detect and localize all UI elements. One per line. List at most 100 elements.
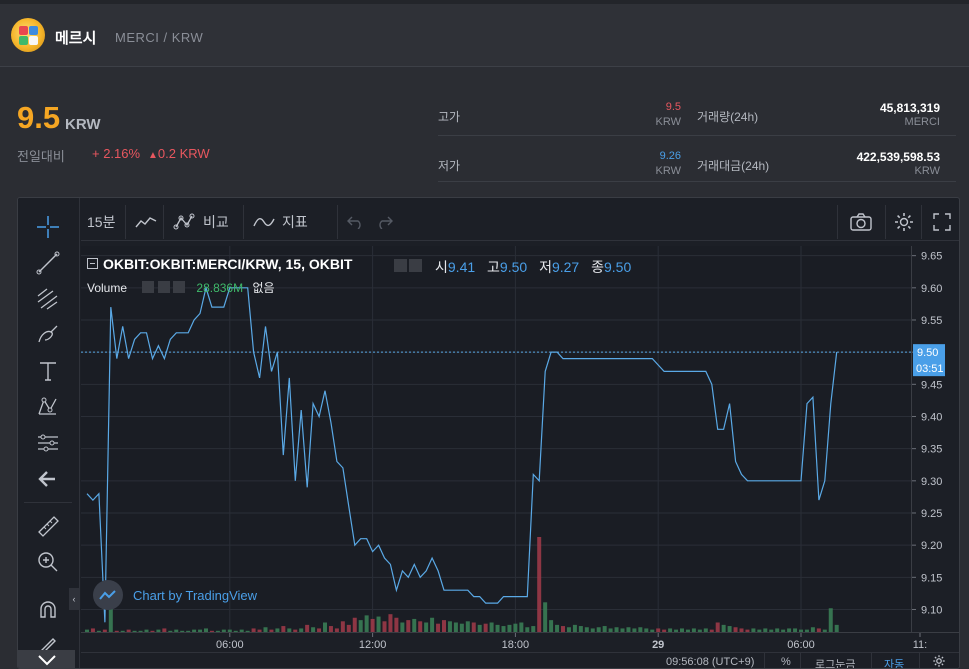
magnet-tool-icon[interactable] (33, 596, 63, 624)
volume-bar (459, 623, 464, 632)
volume-bar (85, 629, 89, 632)
amount-label: 거래대금(24h) (697, 159, 770, 173)
low-value: 9.26 (659, 150, 681, 162)
volume-bar (323, 622, 327, 632)
time-tick-label: 11: (913, 639, 927, 651)
indicators-button[interactable]: 지표 (253, 203, 308, 241)
price-line (86, 285, 838, 623)
price-tick-label: 9.10 (921, 604, 942, 616)
redo-icon[interactable] (375, 203, 393, 241)
volume-bar (340, 621, 345, 632)
volume-bar (650, 629, 655, 632)
last-price-tag-label: 9.50 (917, 347, 938, 359)
auto-scale-toggle[interactable]: 자동 (884, 659, 905, 669)
volume-bar (430, 617, 435, 632)
volume-eye-icon[interactable] (142, 281, 155, 293)
chart-panel: ‹ 15분 비교 지표 (17, 197, 960, 669)
pattern-tool-icon[interactable] (33, 393, 63, 421)
volume-bar (352, 617, 357, 632)
volume-bar (412, 618, 417, 632)
crosshair-tool-icon[interactable] (33, 213, 63, 241)
volume-bar (263, 627, 268, 632)
collapse-toolbar-icon[interactable]: ‹ (69, 588, 79, 610)
volume-bar (656, 628, 661, 632)
volume-bar (418, 621, 423, 632)
interval-button[interactable]: 15분 (87, 214, 116, 230)
settings-gear-icon[interactable] (893, 203, 915, 241)
status-settings-icon[interactable] (932, 654, 946, 668)
price-chart-svg (81, 246, 911, 632)
volume-bar (90, 628, 95, 632)
volume-bar (144, 629, 149, 632)
volume-bar (269, 629, 274, 632)
volume-bar (239, 629, 244, 632)
volume-bar (281, 626, 286, 632)
eye-icon[interactable] (394, 259, 407, 272)
volume-bar (810, 627, 815, 632)
price-tick-label: 9.40 (921, 411, 942, 423)
volume-bar (781, 629, 786, 632)
volume-bar (114, 630, 119, 632)
chart-style-button[interactable] (135, 203, 157, 241)
volume-bar (519, 622, 524, 632)
volume-bar (293, 629, 298, 632)
camera-icon[interactable] (849, 203, 873, 241)
volume-bar (745, 629, 750, 632)
volume-bar (400, 622, 405, 632)
amount-unit: KRW (914, 165, 940, 177)
fib-tool-icon[interactable] (33, 285, 63, 313)
volume-bar (549, 620, 554, 632)
volume-bar (192, 629, 197, 632)
volume-bar (168, 630, 173, 632)
volume-bar (204, 628, 208, 632)
volume-bar (317, 628, 322, 632)
legend-symbol: OKBIT:OKBIT:MERCI/KRW, 15, OKBIT (87, 256, 352, 272)
volume-bar (507, 624, 512, 632)
undo-icon[interactable] (347, 203, 365, 241)
zoom-in-icon[interactable] (33, 548, 63, 576)
price-tick-label: 9.60 (921, 283, 942, 295)
scroll-down-icon[interactable] (18, 650, 75, 668)
volume-bar (787, 628, 792, 632)
volume-bar (626, 627, 631, 632)
price-axis[interactable]: 9.65 9.60 9.55 9.50 9.45 9.40 9.35 9.30 9.25 9.20… (911, 246, 959, 632)
legend-settings-icons[interactable] (394, 259, 422, 277)
volume-bar (215, 630, 220, 632)
log-scale-toggle[interactable]: 로그눈금 (815, 659, 856, 669)
volume-bar (406, 620, 411, 632)
amount-value: 422,539,598.53 (856, 150, 940, 164)
coin-pair: MERCI / KRW (115, 30, 204, 45)
volume-bar (608, 628, 613, 632)
collapse-legend-icon[interactable] (87, 258, 98, 269)
volume-bar (822, 629, 827, 632)
volume-bar (715, 622, 720, 632)
price-plot[interactable]: OKBIT:OKBIT:MERCI/KRW, 15, OKBIT 시9.41 고… (81, 246, 911, 632)
volume-bar (477, 624, 482, 632)
prediction-tool-icon[interactable] (33, 429, 63, 457)
compare-icon (173, 213, 195, 230)
compare-button[interactable]: 비교 (173, 203, 229, 241)
volume-bar (245, 630, 250, 632)
price-tick-label: 9.20 (921, 540, 942, 552)
stats-grid: 고가 9.5 KRW 거래량(24h) 45,813,319 MERCI 저가 … (438, 92, 956, 182)
brush-tool-icon[interactable] (33, 321, 63, 349)
countdown-label: 03:51 (916, 363, 944, 375)
volume-bar (727, 626, 732, 632)
ruler-tool-icon[interactable] (33, 512, 63, 540)
volume-bar (584, 627, 589, 632)
time-axis[interactable]: 06:00 12:00 18:00 29 06:00 11: (81, 632, 959, 652)
volume-bar (376, 616, 381, 632)
volume-bar (174, 629, 179, 632)
text-tool-icon[interactable] (33, 357, 63, 385)
percent-toggle[interactable]: % (781, 656, 791, 668)
tradingview-badge[interactable]: Chart by TradingView (93, 580, 257, 610)
back-arrow-icon[interactable] (33, 465, 63, 493)
fullscreen-icon[interactable] (932, 203, 952, 241)
volume-bar (465, 621, 470, 632)
volume-close-icon[interactable] (173, 281, 186, 293)
volume-gear-icon[interactable] (157, 281, 170, 293)
volume-bar (453, 622, 458, 632)
coin-header: 메르시 MERCI / KRW (0, 0, 969, 67)
trend-line-tool-icon[interactable] (33, 249, 63, 277)
gear-small-icon[interactable] (409, 259, 422, 272)
